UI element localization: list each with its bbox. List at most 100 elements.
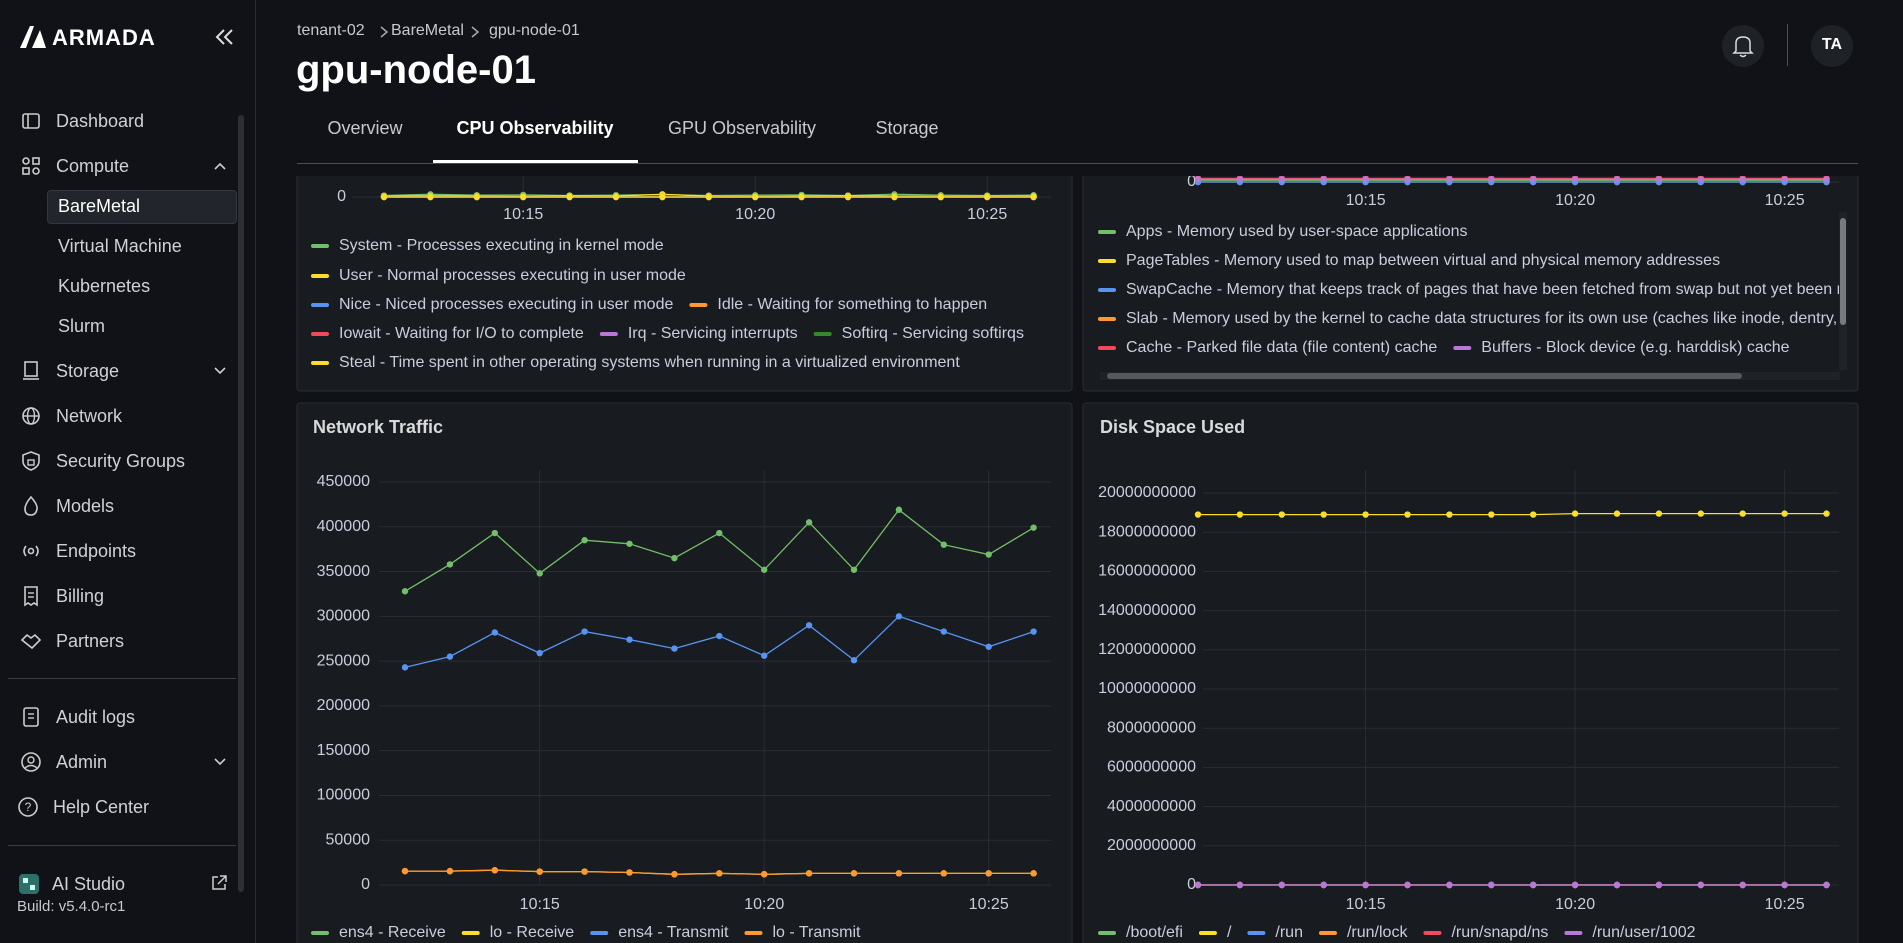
breadcrumb-separator <box>380 26 389 38</box>
x-tick-label: 10:15 <box>520 896 560 913</box>
nav-item[interactable]: Endpoints <box>56 541 137 561</box>
data-point <box>536 570 543 577</box>
y-tick-label: 12000000000 <box>1098 641 1196 658</box>
nav-item[interactable]: Partners <box>56 631 125 651</box>
data-point <box>798 193 805 201</box>
data-point <box>401 664 409 671</box>
data-point <box>536 868 543 875</box>
avatar-button[interactable] <box>1810 24 1854 68</box>
data-point <box>1236 881 1244 889</box>
tab[interactable]: GPU Observability <box>667 118 817 138</box>
y-tick-label: 6000000000 <box>1107 759 1196 776</box>
legend-label: Apps - Memory used by user-space applica… <box>1126 223 1468 240</box>
nav-item[interactable]: Network <box>56 406 123 426</box>
data-point <box>937 193 944 201</box>
data-point <box>1194 511 1202 518</box>
collapse-button[interactable] <box>214 27 236 47</box>
x-tick-label: 10:15 <box>1346 896 1386 913</box>
nav-item[interactable]: Dashboard <box>56 111 145 131</box>
nav-item[interactable]: Billing <box>56 586 105 606</box>
data-point <box>1613 881 1621 889</box>
data-point <box>716 632 723 640</box>
dashboard-icon <box>22 113 40 129</box>
tab[interactable]: Storage <box>875 118 939 138</box>
data-point <box>1655 176 1663 183</box>
admin-icon <box>21 752 41 772</box>
data-point <box>850 870 858 877</box>
breadcrumb-item[interactable]: tenant-02 <box>297 22 365 39</box>
data-point <box>1320 176 1327 183</box>
v-scrollbar-thumb[interactable] <box>1840 218 1846 325</box>
panel <box>296 402 1073 943</box>
svg-text:?: ? <box>25 800 32 814</box>
data-point <box>1404 511 1411 518</box>
y-tick-label: 10000000000 <box>1098 680 1196 697</box>
sidebar: ARMADA Dashboard Compute BareMetal Virtu… <box>0 0 256 943</box>
legend-label: /run/user/1002 <box>1592 924 1695 941</box>
nav-item[interactable]: Admin <box>56 752 108 772</box>
breadcrumb-item[interactable]: BareMetal <box>391 22 464 39</box>
nav-item[interactable]: Security Groups <box>56 451 186 471</box>
nav-item[interactable]: Help Center <box>53 797 150 817</box>
y-tick-label: 0 <box>337 188 346 205</box>
legend-label: /run/lock <box>1347 924 1408 941</box>
legend-label: /run <box>1275 924 1303 941</box>
nav-item[interactable]: BareMetal <box>58 196 141 216</box>
tab[interactable]: Overview <box>327 118 403 138</box>
data-point <box>427 193 434 201</box>
y-tick-label: 300000 <box>317 608 370 625</box>
data-point <box>1781 510 1788 517</box>
data-point <box>1030 193 1037 201</box>
x-tick-label: 10:25 <box>969 896 1009 913</box>
ai-studio[interactable]: AI Studio <box>52 874 126 894</box>
nav-item[interactable]: Kubernetes <box>58 276 151 296</box>
data-point <box>1320 511 1327 518</box>
nav-item[interactable]: Virtual Machine <box>58 236 182 256</box>
nav-item[interactable]: Audit logs <box>56 707 136 727</box>
tab-active[interactable]: CPU Observability <box>456 118 614 138</box>
chevron-up <box>214 162 226 170</box>
nav-item[interactable]: Compute <box>56 156 130 176</box>
y-tick-label: 350000 <box>317 563 370 580</box>
audit-icon <box>23 707 39 727</box>
data-point <box>1320 881 1327 889</box>
page-title: gpu-node-01 <box>296 48 536 92</box>
nav-item[interactable]: Models <box>56 496 115 516</box>
data-point <box>716 529 723 537</box>
data-point <box>891 193 898 201</box>
y-tick-label: 20000000000 <box>1098 484 1196 501</box>
data-point <box>805 519 813 526</box>
nav-item[interactable]: Slurm <box>58 316 106 336</box>
legend-label: Slab - Memory used by the kernel to cach… <box>1126 310 1868 327</box>
h-scrollbar-thumb[interactable] <box>1107 373 1742 379</box>
y-tick-label: 200000 <box>317 697 370 714</box>
data-point <box>1030 870 1037 877</box>
data-point <box>895 506 903 513</box>
partners-icon <box>20 633 42 650</box>
endpoints-icon <box>23 545 39 557</box>
y-tick-label: 0 <box>361 876 370 893</box>
x-tick-label: 10:25 <box>1765 192 1805 209</box>
data-point <box>761 871 768 878</box>
data-point <box>761 652 768 659</box>
data-point <box>1446 176 1453 183</box>
data-point <box>1571 510 1579 517</box>
storage-icon <box>23 361 39 380</box>
data-point <box>1739 510 1746 517</box>
data-point <box>473 193 480 201</box>
notifications-button[interactable] <box>1721 24 1765 68</box>
legend-label: Iowait - Waiting for I/O to complete <box>339 325 584 342</box>
data-point <box>985 551 992 558</box>
legend-label: ens4 - Transmit <box>618 924 729 941</box>
breadcrumb-item: gpu-node-01 <box>489 22 580 39</box>
legend-label: ens4 - Receive <box>339 924 446 941</box>
data-point <box>1823 510 1830 517</box>
data-point <box>491 629 498 636</box>
data-point <box>1236 511 1244 518</box>
data-point <box>850 657 858 664</box>
nav-item[interactable]: Storage <box>56 361 120 381</box>
legend-label: Softirq - Servicing softirqs <box>842 325 1024 342</box>
y-tick-label: 14000000000 <box>1098 602 1196 619</box>
data-point <box>401 867 409 875</box>
